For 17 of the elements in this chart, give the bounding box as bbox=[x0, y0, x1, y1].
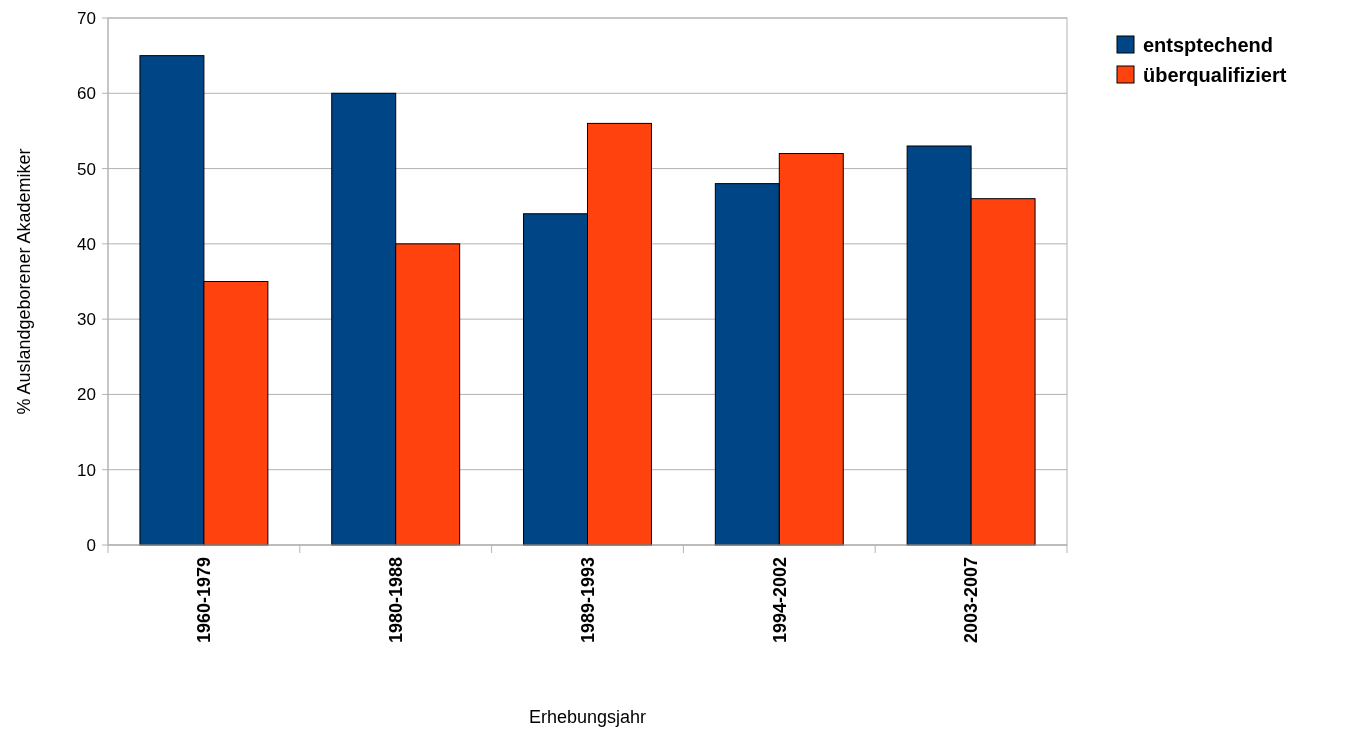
y-tick-label: 30 bbox=[77, 310, 96, 330]
y-tick-label: 10 bbox=[77, 460, 96, 480]
y-tick-label: 60 bbox=[77, 84, 96, 104]
x-tick-label: 1994-2002 bbox=[769, 557, 790, 644]
x-axis-title: Erhebungsjahr bbox=[528, 707, 647, 727]
y-tick-label: 20 bbox=[77, 385, 96, 405]
y-tick-label: 0 bbox=[86, 535, 96, 555]
x-tick-label: 1980-1988 bbox=[386, 557, 406, 644]
x-tick-label: 1989-1993 bbox=[577, 557, 598, 644]
y-tick-label: 50 bbox=[77, 159, 96, 179]
y-axis-title: % Auslandgeborener Akademiker bbox=[14, 148, 34, 415]
y-tick-label: 40 bbox=[77, 234, 96, 254]
legend-label: entsptechend bbox=[1143, 34, 1274, 56]
x-tick-label: 2003-2007 bbox=[961, 557, 982, 644]
x-tick-label: 1960-1979 bbox=[194, 557, 215, 644]
y-tick-label: 70 bbox=[77, 8, 96, 28]
legend-label: überqualifiziert bbox=[1143, 64, 1287, 86]
